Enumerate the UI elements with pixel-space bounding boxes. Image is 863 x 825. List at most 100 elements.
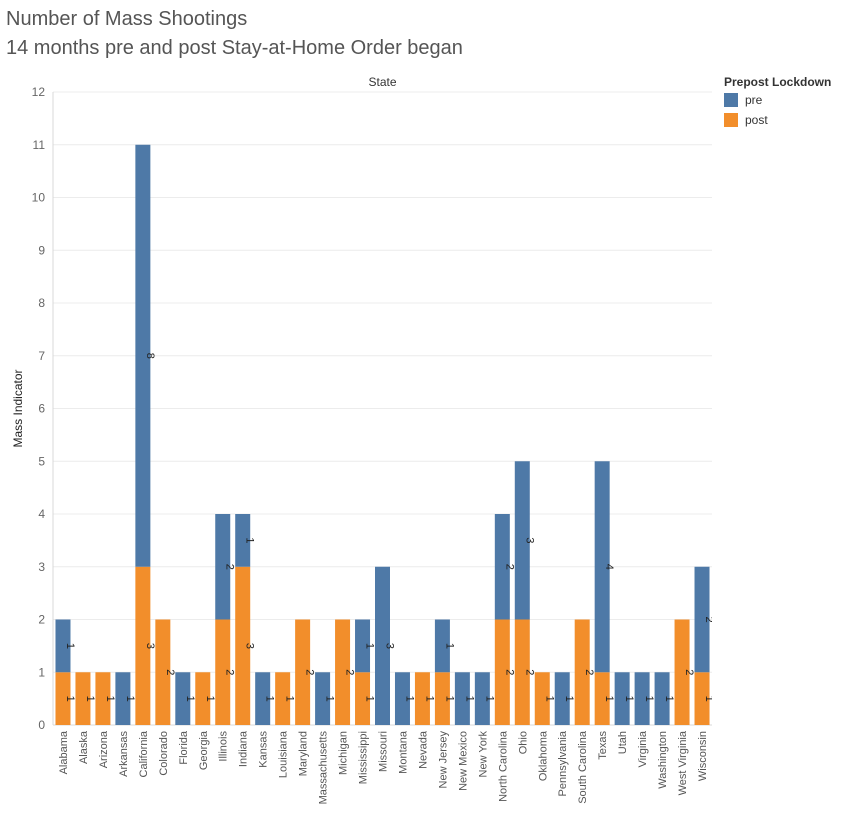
legend-swatch-post bbox=[724, 113, 738, 127]
x-tick-label: Wisconsin bbox=[697, 731, 709, 781]
x-tick-label: Montana bbox=[397, 730, 409, 774]
chart-subtitle: 14 months pre and post Stay-at-Home Orde… bbox=[6, 37, 463, 59]
y-tick-label: 7 bbox=[38, 349, 45, 363]
x-tick-label: Indiana bbox=[238, 730, 250, 767]
data-label: 2 bbox=[583, 669, 595, 675]
bar-pre-new-york bbox=[474, 672, 490, 725]
bar-pre-washington bbox=[654, 672, 670, 725]
bar-post-wisconsin bbox=[694, 672, 710, 725]
x-tick-label: Massachusetts bbox=[318, 731, 330, 805]
data-label: 1 bbox=[623, 696, 635, 702]
bar-pre-new-jersey bbox=[434, 619, 450, 673]
x-tick-label: Texas bbox=[597, 731, 609, 760]
bar-post-alaska bbox=[75, 672, 91, 725]
data-label: 1 bbox=[124, 696, 136, 702]
x-tick-label: Ohio bbox=[517, 731, 529, 754]
y-tick-label: 0 bbox=[38, 718, 45, 732]
x-tick-label: Missouri bbox=[378, 731, 390, 772]
bar-pre-wisconsin bbox=[694, 566, 710, 673]
x-tick-label: North Carolina bbox=[497, 730, 509, 802]
data-label: 1 bbox=[703, 696, 712, 702]
bar-pre-massachusetts bbox=[315, 672, 331, 725]
data-label: 1 bbox=[64, 643, 76, 649]
bar-pre-alabama bbox=[55, 619, 71, 673]
data-label: 1 bbox=[543, 696, 555, 702]
bar-pre-kansas bbox=[255, 672, 271, 725]
data-label: 4 bbox=[603, 564, 615, 570]
y-tick-label: 1 bbox=[38, 665, 45, 679]
y-tick-label: 5 bbox=[38, 454, 45, 468]
bar-pre-california bbox=[135, 144, 151, 567]
bar-pre-pennsylvania bbox=[554, 672, 570, 725]
bar-pre-mississippi bbox=[355, 619, 371, 673]
data-label: 1 bbox=[364, 696, 376, 702]
x-tick-label: Louisiana bbox=[278, 730, 290, 778]
data-label: 1 bbox=[324, 696, 336, 702]
legend-swatch-pre bbox=[724, 93, 738, 107]
bar-post-nevada bbox=[414, 672, 430, 725]
y-tick-label: 12 bbox=[32, 85, 46, 99]
x-tick-label: Georgia bbox=[198, 730, 210, 770]
bar-post-arizona bbox=[95, 672, 111, 725]
data-label: 1 bbox=[603, 696, 615, 702]
bar-pre-florida bbox=[175, 672, 191, 725]
bar-post-new-jersey bbox=[434, 672, 450, 725]
bar-post-oklahoma bbox=[534, 672, 550, 725]
x-tick-label: Michigan bbox=[338, 731, 350, 775]
x-tick-label: Alabama bbox=[58, 730, 70, 774]
bar-post-mississippi bbox=[355, 672, 371, 725]
bar-pre-ohio bbox=[514, 461, 530, 620]
chart-title: Number of Mass Shootings bbox=[6, 8, 248, 30]
bar-post-west-virginia bbox=[674, 619, 690, 725]
x-tick-label: Colorado bbox=[158, 731, 170, 776]
y-tick-label: 8 bbox=[38, 296, 45, 310]
data-label: 1 bbox=[284, 696, 296, 702]
bar-pre-north-carolina bbox=[494, 514, 510, 620]
y-tick-label: 6 bbox=[38, 402, 45, 416]
data-label: 1 bbox=[84, 696, 96, 702]
x-tick-label: Alaska bbox=[78, 730, 90, 764]
data-label: 2 bbox=[344, 669, 356, 675]
x-tick-label: Arkansas bbox=[118, 731, 130, 777]
x-tick-label: South Carolina bbox=[577, 730, 589, 804]
data-label: 1 bbox=[264, 696, 276, 702]
x-tick-label: Oklahoma bbox=[537, 730, 549, 781]
data-label: 3 bbox=[144, 643, 156, 649]
data-label: 2 bbox=[503, 669, 515, 675]
x-tick-label: Utah bbox=[617, 731, 629, 754]
data-label: 1 bbox=[483, 696, 495, 702]
data-label: 8 bbox=[144, 353, 156, 359]
data-label: 2 bbox=[224, 669, 236, 675]
x-tick-label: New Jersey bbox=[437, 731, 449, 789]
data-label: 2 bbox=[164, 669, 176, 675]
data-label: 2 bbox=[703, 616, 712, 622]
data-label: 1 bbox=[64, 696, 76, 702]
bar-post-louisiana bbox=[275, 672, 291, 725]
x-tick-label: Mississippi bbox=[358, 731, 370, 784]
data-label: 1 bbox=[423, 696, 435, 702]
data-label: 2 bbox=[224, 564, 236, 570]
bar-pre-texas bbox=[594, 461, 610, 673]
bar-post-indiana bbox=[235, 566, 251, 725]
x-tick-label: Maryland bbox=[298, 731, 310, 776]
bar-post-michigan bbox=[335, 619, 351, 725]
data-label: 1 bbox=[443, 643, 455, 649]
data-label: 1 bbox=[104, 696, 116, 702]
x-tick-label: Virginia bbox=[637, 730, 649, 767]
bar-pre-utah bbox=[614, 672, 630, 725]
data-label: 1 bbox=[364, 643, 376, 649]
data-label: 3 bbox=[384, 643, 396, 649]
x-tick-label: Washington bbox=[657, 731, 669, 789]
data-label: 1 bbox=[244, 537, 256, 543]
x-tick-label: West Virginia bbox=[677, 730, 689, 795]
bar-post-maryland bbox=[295, 619, 311, 725]
data-label: 1 bbox=[443, 696, 455, 702]
data-label: 3 bbox=[523, 537, 535, 543]
bar-post-california bbox=[135, 566, 151, 725]
bar-post-alabama bbox=[55, 672, 71, 725]
y-tick-label: 10 bbox=[32, 191, 46, 205]
y-tick-label: 2 bbox=[38, 613, 45, 627]
data-label: 2 bbox=[523, 669, 535, 675]
bar-post-colorado bbox=[155, 619, 171, 725]
